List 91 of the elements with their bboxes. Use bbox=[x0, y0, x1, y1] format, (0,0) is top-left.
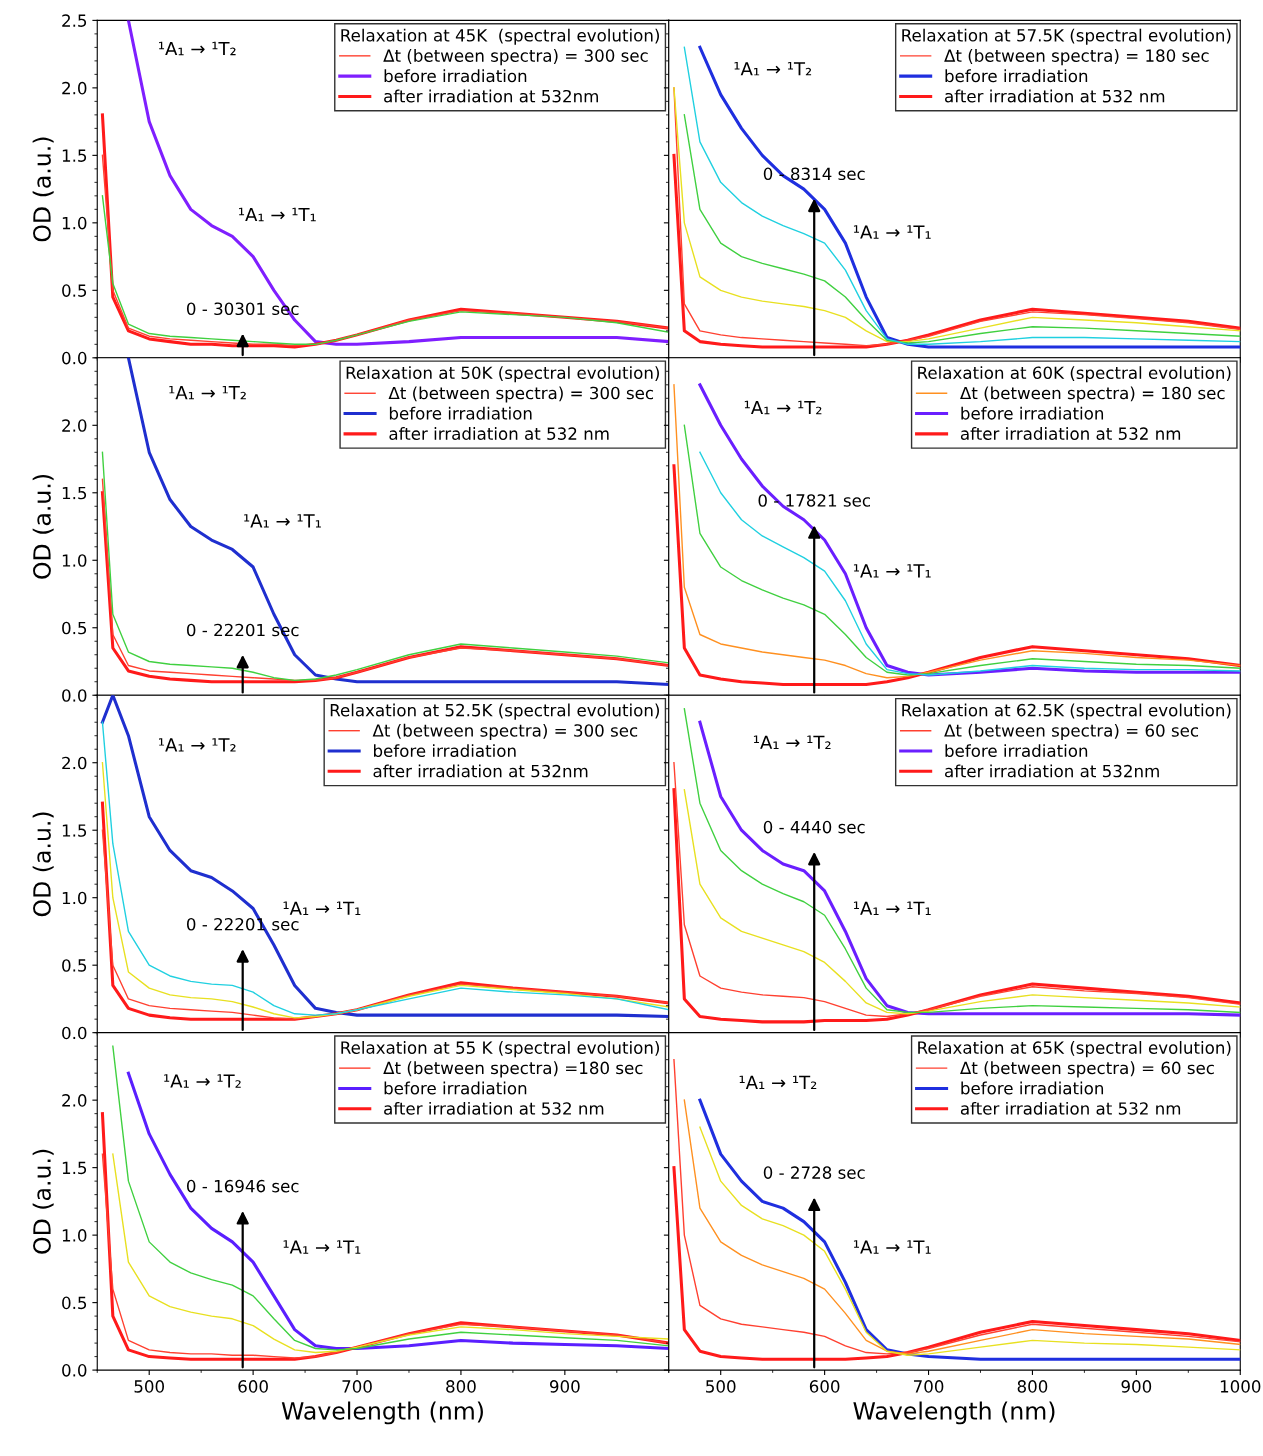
legend-label: Δt (between spectra) = 300 sec bbox=[372, 723, 638, 740]
y-tick-label: 2.0 bbox=[62, 756, 87, 770]
annotation: ¹A₁ → ¹T₁ bbox=[853, 1240, 931, 1254]
legend-label: after irradiation at 532nm bbox=[945, 764, 1159, 778]
x-tick-label: 900 bbox=[1121, 1380, 1152, 1393]
y-tick-label: 0.0 bbox=[62, 689, 87, 702]
y-axis-title: OD (a.u.) bbox=[32, 137, 54, 242]
x-tick-label: 600 bbox=[809, 1380, 840, 1393]
legend-label: Δt (between spectra) = 180 sec bbox=[944, 49, 1209, 66]
y-tick-label: 0.0 bbox=[62, 1026, 87, 1040]
legend-label: after irradiation at 532 nm bbox=[945, 89, 1165, 103]
annotation: ¹A₁ → ¹T₂ bbox=[734, 62, 812, 76]
y-tick-label: 1.0 bbox=[62, 891, 87, 905]
y-tick-label: 2.0 bbox=[62, 419, 87, 432]
legend-label: before irradiation bbox=[961, 1081, 1104, 1095]
y-axis-title: OD (a.u.) bbox=[32, 1149, 54, 1254]
x-tick-label: 500 bbox=[134, 1380, 165, 1393]
legend-label: Δt (between spectra) = 300 sec bbox=[388, 386, 654, 403]
y-tick-label: 0.0 bbox=[62, 1364, 87, 1377]
legend-label: after irradiation at 532nm bbox=[373, 764, 588, 778]
y-tick-label: 2.0 bbox=[62, 81, 87, 95]
legend-label: after irradiation at 532 nm bbox=[384, 1101, 604, 1115]
legend-title: Relaxation at 62.5K (spectral evolution) bbox=[902, 703, 1231, 720]
legend-label: before irradiation bbox=[945, 744, 1088, 758]
legend-label: after irradiation at 532 nm bbox=[960, 427, 1181, 440]
x-axis-title: Wavelength (nm) bbox=[281, 1401, 483, 1425]
x-tick-label: 900 bbox=[549, 1380, 580, 1393]
y-tick-label: 1.0 bbox=[62, 1229, 87, 1242]
x-tick-label: 800 bbox=[1017, 1380, 1048, 1393]
legend-label: after irradiation at 532 nm bbox=[389, 427, 609, 440]
annotation: 0 - 2728 sec bbox=[763, 1166, 865, 1179]
y-tick-label: 0.5 bbox=[62, 621, 87, 635]
annotation: ¹A₁ → ¹T₁ bbox=[283, 901, 361, 915]
legend-label: before irradiation bbox=[384, 69, 527, 83]
annotation: ¹A₁ → ¹T₂ bbox=[159, 41, 236, 56]
annotation: ¹A₁ → ¹T₁ bbox=[244, 514, 321, 528]
y-tick-label: 1.0 bbox=[62, 216, 87, 230]
legend-title: Relaxation at 55 K (spectral evolution) bbox=[341, 1041, 659, 1058]
y-tick-label: 0.5 bbox=[62, 1296, 87, 1310]
legend-label: Δt (between spectra) = 60 sec bbox=[944, 723, 1199, 740]
legend-title: Relaxation at 65K (spectral evolution) bbox=[918, 1041, 1231, 1058]
legend-title: Relaxation at 52.5K (spectral evolution) bbox=[330, 703, 659, 720]
annotation: ¹A₁ → ¹T₁ bbox=[853, 225, 931, 239]
x-tick-label: 500 bbox=[706, 1380, 736, 1393]
y-tick-label: 1.5 bbox=[62, 824, 87, 837]
x-tick-label: 600 bbox=[238, 1380, 268, 1393]
annotation: ¹A₁ → ¹T₂ bbox=[753, 735, 831, 749]
legend-label: Δt (between spectra) = 60 sec bbox=[960, 1061, 1214, 1078]
legend-label: before irradiation bbox=[374, 744, 516, 758]
annotation: ¹A₁ → ¹T₁ bbox=[239, 207, 316, 222]
x-tick-label: 700 bbox=[914, 1380, 944, 1393]
y-tick-label: 2.0 bbox=[62, 1094, 87, 1107]
legend-label: before irradiation bbox=[945, 69, 1088, 83]
legend-label: before irradiation bbox=[384, 1081, 527, 1095]
legend-label: Δt (between spectra) = 180 sec bbox=[960, 386, 1225, 403]
y-tick-label: 0.5 bbox=[62, 959, 87, 972]
y-axis-title: OD (a.u.) bbox=[32, 474, 54, 579]
legend-title: Relaxation at 60K (spectral evolution) bbox=[918, 366, 1231, 383]
legend-label: before irradiation bbox=[961, 406, 1104, 420]
legend-title: Relaxation at 45K (spectral evolution) bbox=[341, 28, 659, 45]
x-tick-label: 1000 bbox=[1220, 1380, 1261, 1393]
y-tick-label: 1.5 bbox=[62, 1161, 87, 1175]
annotation: ¹A₁ → ¹T₁ bbox=[853, 901, 931, 915]
annotation: ¹A₁ → ¹T₂ bbox=[169, 385, 246, 400]
legend-label: before irradiation bbox=[389, 406, 532, 420]
legend-title: Relaxation at 50K (spectral evolution) bbox=[346, 366, 659, 383]
legend-label: Δt (between spectra) =180 sec bbox=[383, 1061, 643, 1078]
annotation: ¹A₁ → ¹T₂ bbox=[159, 738, 236, 752]
legend-label: after irradiation at 532nm bbox=[384, 89, 598, 103]
y-tick-label: 2.5 bbox=[62, 14, 87, 27]
y-tick-label: 1.5 bbox=[62, 149, 87, 162]
annotation: 0 - 8314 sec bbox=[763, 167, 865, 181]
x-tick-label: 800 bbox=[446, 1380, 476, 1393]
y-tick-label: 0.0 bbox=[62, 351, 87, 365]
y-tick-label: 1.0 bbox=[62, 554, 87, 567]
legend-label: Δt (between spectra) = 300 sec bbox=[383, 49, 648, 66]
y-tick-label: 0.5 bbox=[62, 284, 87, 297]
legend-label: after irradiation at 532 nm bbox=[960, 1101, 1181, 1115]
y-tick-label: 1.5 bbox=[62, 486, 87, 500]
annotation: ¹A₁ → ¹T₂ bbox=[744, 400, 822, 415]
annotation: ¹A₁ → ¹T₁ bbox=[283, 1240, 361, 1254]
annotation: ¹A₁ → ¹T₂ bbox=[739, 1075, 817, 1090]
legend-title: Relaxation at 57.5K (spectral evolution) bbox=[902, 28, 1231, 45]
x-tick-label: 700 bbox=[342, 1380, 372, 1393]
annotation: 0 - 16946 sec bbox=[186, 1179, 299, 1193]
annotation: ¹A₁ → ¹T₂ bbox=[164, 1074, 241, 1088]
x-axis-title: Wavelength (nm) bbox=[853, 1401, 1055, 1425]
y-axis-title: OD (a.u.) bbox=[32, 812, 54, 917]
annotation: 0 - 4440 sec bbox=[763, 820, 865, 834]
annotation: 0 - 17821 sec bbox=[758, 494, 870, 507]
annotation: ¹A₁ → ¹T₁ bbox=[853, 564, 931, 578]
